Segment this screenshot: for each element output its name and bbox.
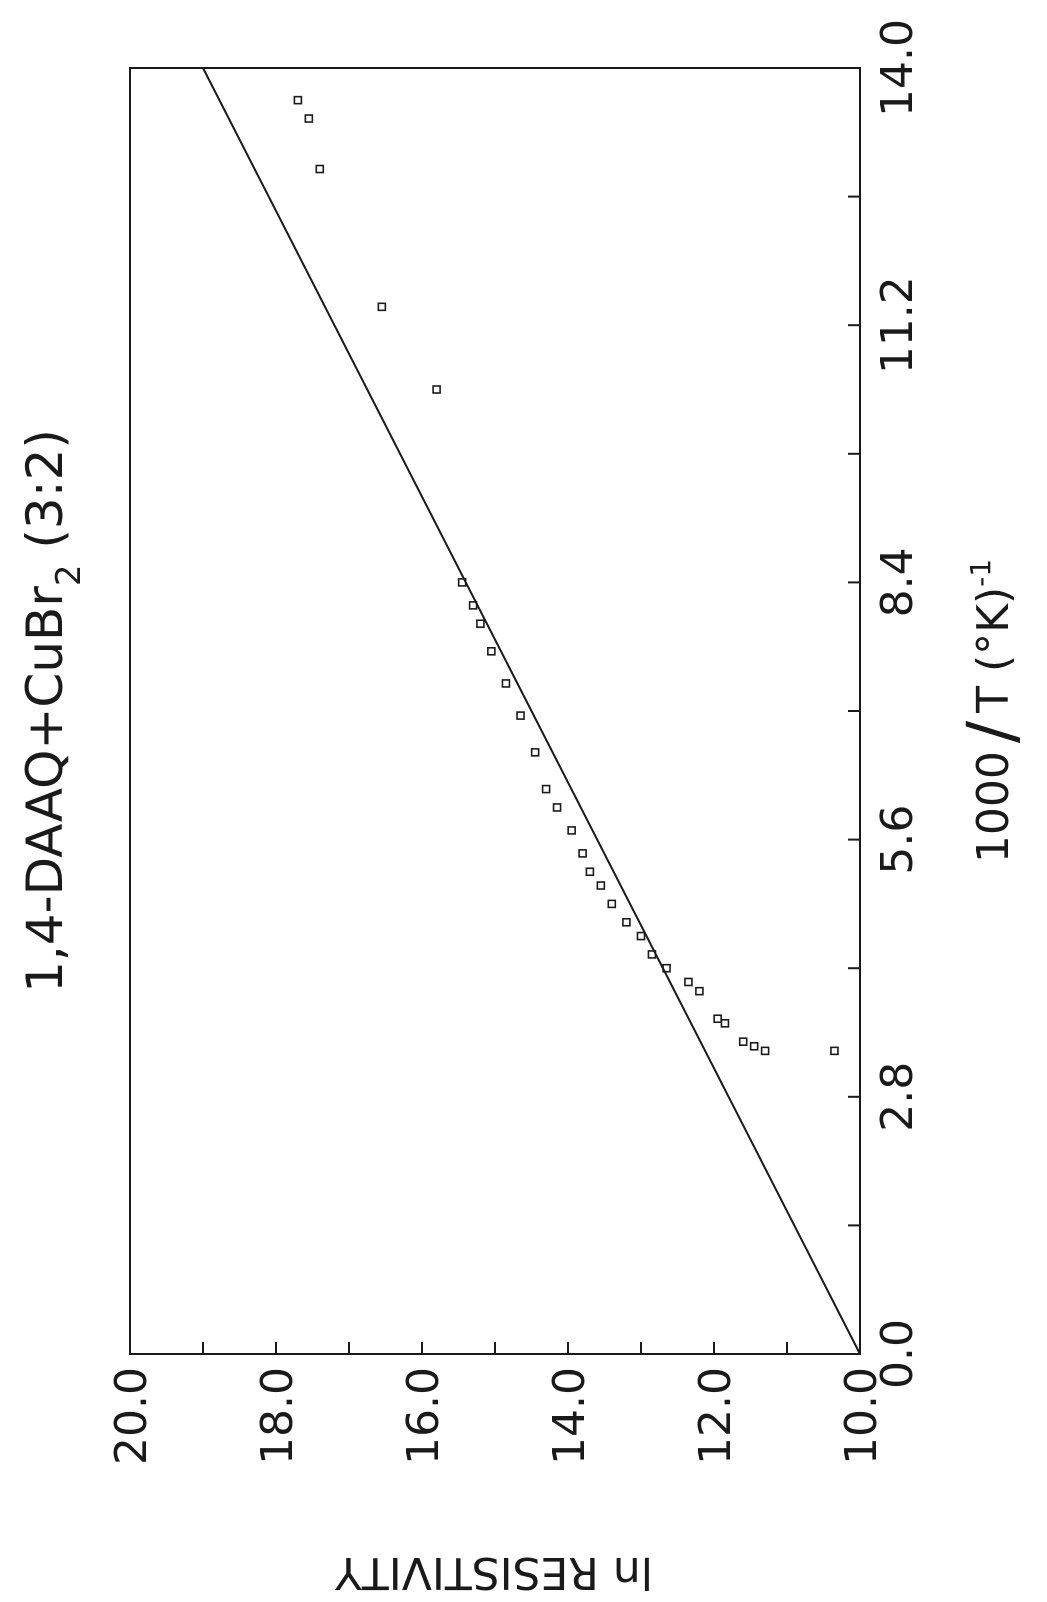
y-tick-label: 16.0 xyxy=(398,1367,449,1465)
data-point xyxy=(487,646,496,656)
data-point xyxy=(749,1041,759,1051)
data-point xyxy=(607,899,617,909)
data-point xyxy=(432,385,441,394)
xlabel-superscript: -1 xyxy=(964,559,997,587)
data-point xyxy=(596,881,606,890)
data-point xyxy=(516,711,525,720)
data-point xyxy=(738,1037,748,1046)
title-main: 1,4-DAAQ+CuBr xyxy=(16,586,74,993)
data-point xyxy=(457,578,467,587)
data-point xyxy=(315,164,325,174)
x-tick-label: 11.2 xyxy=(872,276,923,374)
title-tail: (3:2) xyxy=(16,429,74,564)
y-tick-label: 12.0 xyxy=(690,1367,741,1465)
x-tick-label: 2.8 xyxy=(872,1062,923,1132)
data-point xyxy=(760,1046,770,1056)
xlabel-slash: / xyxy=(953,720,1030,743)
xlabel-main: 1000 xyxy=(968,751,1019,863)
chart-title: 1,4-DAAQ+CuBr2 (3:2) xyxy=(16,429,89,993)
data-point xyxy=(720,1019,730,1028)
data-point xyxy=(541,784,551,794)
y-ticks: 10.0 12.0 14.0 16.0 18.0 20.0 xyxy=(106,1342,887,1465)
y-axis-title: ln RESISTIVITY xyxy=(335,1547,653,1598)
data-point xyxy=(304,114,314,123)
data-points xyxy=(293,95,839,1056)
data-point xyxy=(585,867,595,877)
x-tick-label: 8.4 xyxy=(872,547,923,617)
data-point xyxy=(293,95,303,105)
data-point xyxy=(476,619,485,629)
data-point xyxy=(695,986,704,996)
x-tick-label: 0.0 xyxy=(872,1319,923,1389)
data-point xyxy=(377,302,387,312)
x-axis-title: 1000 / T (°K)-1 xyxy=(953,559,1030,863)
data-point xyxy=(578,849,587,858)
data-point xyxy=(662,963,671,973)
data-point xyxy=(622,917,631,927)
fit-line-layer xyxy=(202,67,861,1355)
data-point xyxy=(552,803,562,812)
title-subscript: 2 xyxy=(49,564,89,586)
y-tick-label: 14.0 xyxy=(544,1367,595,1465)
x-tick-label: 5.6 xyxy=(872,805,923,875)
x-tick-label: 14.0 xyxy=(872,19,923,117)
fit-line xyxy=(202,67,861,1355)
data-point xyxy=(684,977,693,987)
data-point xyxy=(501,679,511,688)
plot-frame xyxy=(129,67,861,1355)
x-ticks: 0.0 2.8 5.6 8.4 11.2 14.0 xyxy=(848,19,923,1389)
xlabel-rest: T (°K) xyxy=(968,587,1019,714)
data-point xyxy=(647,950,657,959)
data-point xyxy=(530,748,540,757)
data-point xyxy=(830,1046,839,1056)
data-point xyxy=(636,931,646,941)
data-point xyxy=(713,1014,722,1024)
y-tick-label: 10.0 xyxy=(836,1367,887,1465)
data-point xyxy=(468,601,478,610)
y-tick-label: 20.0 xyxy=(106,1367,157,1465)
data-point xyxy=(567,826,576,835)
y-tick-label: 18.0 xyxy=(252,1367,303,1465)
